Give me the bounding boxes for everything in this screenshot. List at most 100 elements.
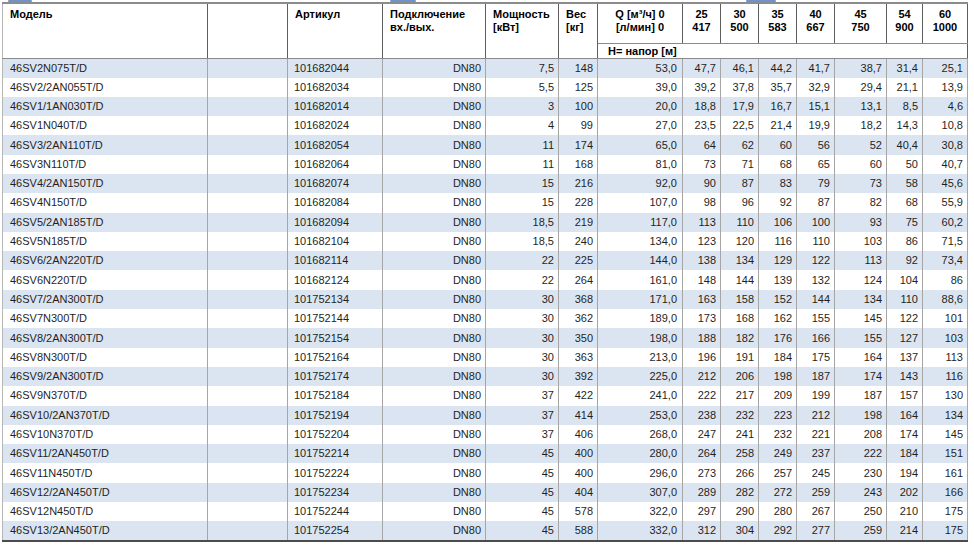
head-cell: 23,5	[683, 116, 721, 135]
spacer-cell	[208, 290, 288, 309]
head-cell: 86	[923, 270, 968, 289]
head-at-zero-cell: 253,0	[598, 406, 683, 425]
article-cell: 101752184	[288, 386, 383, 405]
head-cell: 145	[923, 425, 968, 444]
head-cell: 210	[887, 502, 923, 521]
head-at-zero-cell: 198,0	[598, 328, 683, 347]
connection-cell: DN80	[383, 309, 486, 328]
head-at-zero-cell: 39,0	[598, 78, 683, 97]
head-cell: 40,4	[887, 135, 923, 154]
table-row: 46SV2/2AN055T/D 101682034 DN80 5,5 125 3…	[3, 78, 968, 97]
spacer-cell	[208, 193, 288, 212]
head-cell: 46,1	[721, 58, 759, 78]
head-cell: 208	[835, 425, 887, 444]
q-label-line2: [л/мин] 0	[598, 21, 682, 34]
head-cell: 45,6	[923, 174, 968, 193]
head-cell: 100	[797, 213, 835, 232]
table-row: 46SV5N185T/D 101682104 DN80 18,5 240 134…	[3, 232, 968, 251]
head-cell: 71,5	[923, 232, 968, 251]
connection-cell: DN80	[383, 135, 486, 154]
head-cell: 39,2	[683, 78, 721, 97]
article-cell: 101752224	[288, 463, 383, 482]
head-cell: 29,4	[835, 78, 887, 97]
col-header-model-label: Модель	[10, 8, 53, 20]
head-at-zero-cell: 117,0	[598, 213, 683, 232]
head-cell: 130	[923, 386, 968, 405]
model-cell: 46SV10N370T/D	[3, 425, 208, 444]
head-at-zero-cell: 53,0	[598, 58, 683, 78]
weight-label-line2: [кг]	[566, 21, 594, 34]
head-cell: 79	[797, 174, 835, 193]
model-cell: 46SV7N300T/D	[3, 309, 208, 328]
head-cell: 40,7	[923, 155, 968, 174]
head-cell: 73	[835, 174, 887, 193]
head-at-zero-cell: 241,0	[598, 386, 683, 405]
connection-cell: DN80	[383, 502, 486, 521]
spacer-cell	[208, 78, 288, 97]
head-cell: 32,9	[797, 78, 835, 97]
weight-cell: 422	[559, 386, 598, 405]
table-row: 46SV11N450T/D 101752224 DN80 45 400 296,…	[3, 463, 968, 482]
head-cell: 174	[835, 367, 887, 386]
connection-cell: DN80	[383, 97, 486, 116]
head-cell: 198	[835, 406, 887, 425]
weight-cell: 216	[559, 174, 598, 193]
table-row: 46SV6/2AN220T/D 101682114 DN80 22 225 14…	[3, 251, 968, 270]
head-cell: 22,5	[721, 116, 759, 135]
connection-cell: DN80	[383, 425, 486, 444]
head-cell: 101	[923, 309, 968, 328]
article-cell: 101752154	[288, 328, 383, 347]
head-cell: 138	[683, 251, 721, 270]
power-label-line1: Мощность	[493, 8, 555, 21]
table-row: 46SV8N300T/D 101752164 DN80 30 363 213,0…	[3, 348, 968, 367]
weight-cell: 362	[559, 309, 598, 328]
model-cell: 46SV6/2AN220T/D	[3, 251, 208, 270]
head-cell: 198	[759, 367, 797, 386]
head-cell: 113	[923, 348, 968, 367]
head-cell: 168	[721, 309, 759, 328]
head-cell: 161	[923, 463, 968, 482]
weight-label-line1: Вес	[566, 8, 594, 21]
weight-cell: 400	[559, 463, 598, 482]
head-cell: 175	[923, 502, 968, 521]
col-header-flow-54: 54 900	[887, 3, 923, 43]
connection-cell: DN80	[383, 367, 486, 386]
power-cell: 30	[486, 290, 559, 309]
head-cell: 151	[923, 444, 968, 463]
head-cell: 17,9	[721, 97, 759, 116]
head-cell: 87	[721, 174, 759, 193]
head-at-zero-cell: 296,0	[598, 463, 683, 482]
col-header-flow-40: 40 667	[797, 3, 835, 43]
head-cell: 139	[759, 270, 797, 289]
head-cell: 304	[721, 521, 759, 541]
header-row-main: Модель Артикул Подключение вх./вых. Мощн…	[3, 3, 968, 43]
col-header-power: Мощность [кВт]	[486, 3, 559, 58]
head-cell: 202	[887, 483, 923, 502]
col-header-spacer	[208, 3, 288, 58]
head-cell: 35,7	[759, 78, 797, 97]
head-cell: 162	[759, 309, 797, 328]
col-header-article-label: Артикул	[295, 8, 340, 20]
head-cell: 280	[759, 502, 797, 521]
head-cell: 21,4	[759, 116, 797, 135]
head-at-zero-cell: 307,0	[598, 483, 683, 502]
head-cell: 134	[835, 290, 887, 309]
head-cell: 217	[721, 386, 759, 405]
connection-cell: DN80	[383, 348, 486, 367]
head-cell: 212	[683, 367, 721, 386]
head-cell: 8,5	[887, 97, 923, 116]
spacer-cell	[208, 502, 288, 521]
spec-table-body: 46SV2N075T/D 101682044 DN80 7,5 148 53,0…	[3, 58, 968, 541]
model-cell: 46SV4/2AN150T/D	[3, 174, 208, 193]
spacer-cell	[208, 232, 288, 251]
connection-label-line1: Подключение	[390, 8, 482, 21]
article-cell: 101682034	[288, 78, 383, 97]
head-cell: 145	[835, 309, 887, 328]
head-cell: 120	[721, 232, 759, 251]
col-header-flow-30: 30 500	[721, 3, 759, 43]
head-cell: 175	[923, 521, 968, 541]
head-cell: 50	[887, 155, 923, 174]
head-cell: 4,6	[923, 97, 968, 116]
head-cell: 129	[759, 251, 797, 270]
model-cell: 46SV13/2AN450T/D	[3, 521, 208, 541]
